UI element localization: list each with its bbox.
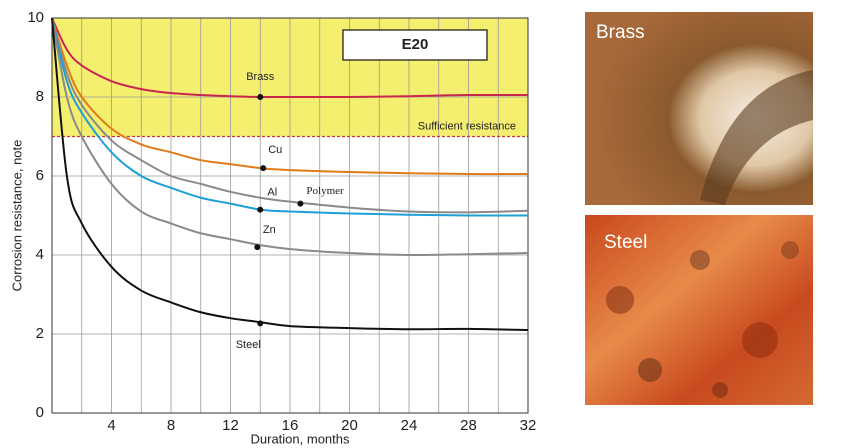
series-label: Zn: [263, 224, 276, 236]
photo-detail: [700, 70, 813, 205]
y-tick-label: 0: [36, 404, 44, 421]
x-tick-label: 24: [401, 417, 418, 434]
threshold-label: Sufficient resistance: [418, 120, 516, 132]
series-label: Al: [267, 186, 277, 198]
label-point: [257, 206, 264, 213]
series-label: Brass: [246, 71, 275, 83]
photo-texture: [606, 241, 799, 398]
label-point: [254, 244, 261, 251]
series-line: [51, 17, 529, 176]
x-axis-label: Duration, months: [251, 431, 350, 446]
y-axis-label: Corrosion resistance, note: [9, 140, 24, 292]
y-tick-label: 6: [36, 167, 44, 184]
series-label: Cu: [268, 144, 282, 156]
series-line: [51, 17, 529, 217]
label-point: [257, 320, 264, 327]
x-tick-label: 28: [460, 417, 477, 434]
label-point: [257, 94, 264, 100]
title-box-label: E20: [402, 36, 429, 53]
y-tick-label: 2: [36, 325, 44, 342]
x-tick-label: 8: [167, 417, 175, 434]
series-line: [51, 17, 529, 214]
series-line: [51, 17, 529, 99]
y-tick-label: 8: [36, 88, 44, 105]
label-point: [297, 200, 304, 207]
y-tick-label: 4: [36, 246, 44, 263]
x-tick-label: 20: [341, 417, 358, 434]
photo-label: Steel: [604, 232, 647, 253]
x-tick-label: 12: [222, 417, 239, 434]
title-box: [342, 29, 488, 61]
series-label: Steel: [236, 339, 261, 351]
x-tick-label: 32: [520, 417, 537, 434]
y-tick-label: 10: [27, 9, 44, 26]
series-line: [51, 17, 529, 257]
x-tick-label: 16: [282, 417, 299, 434]
label-point: [260, 165, 267, 172]
photo-label: Brass: [596, 22, 645, 43]
series-line: [51, 17, 529, 332]
series-label: Polymer: [306, 185, 344, 197]
x-tick-label: 4: [107, 417, 115, 434]
